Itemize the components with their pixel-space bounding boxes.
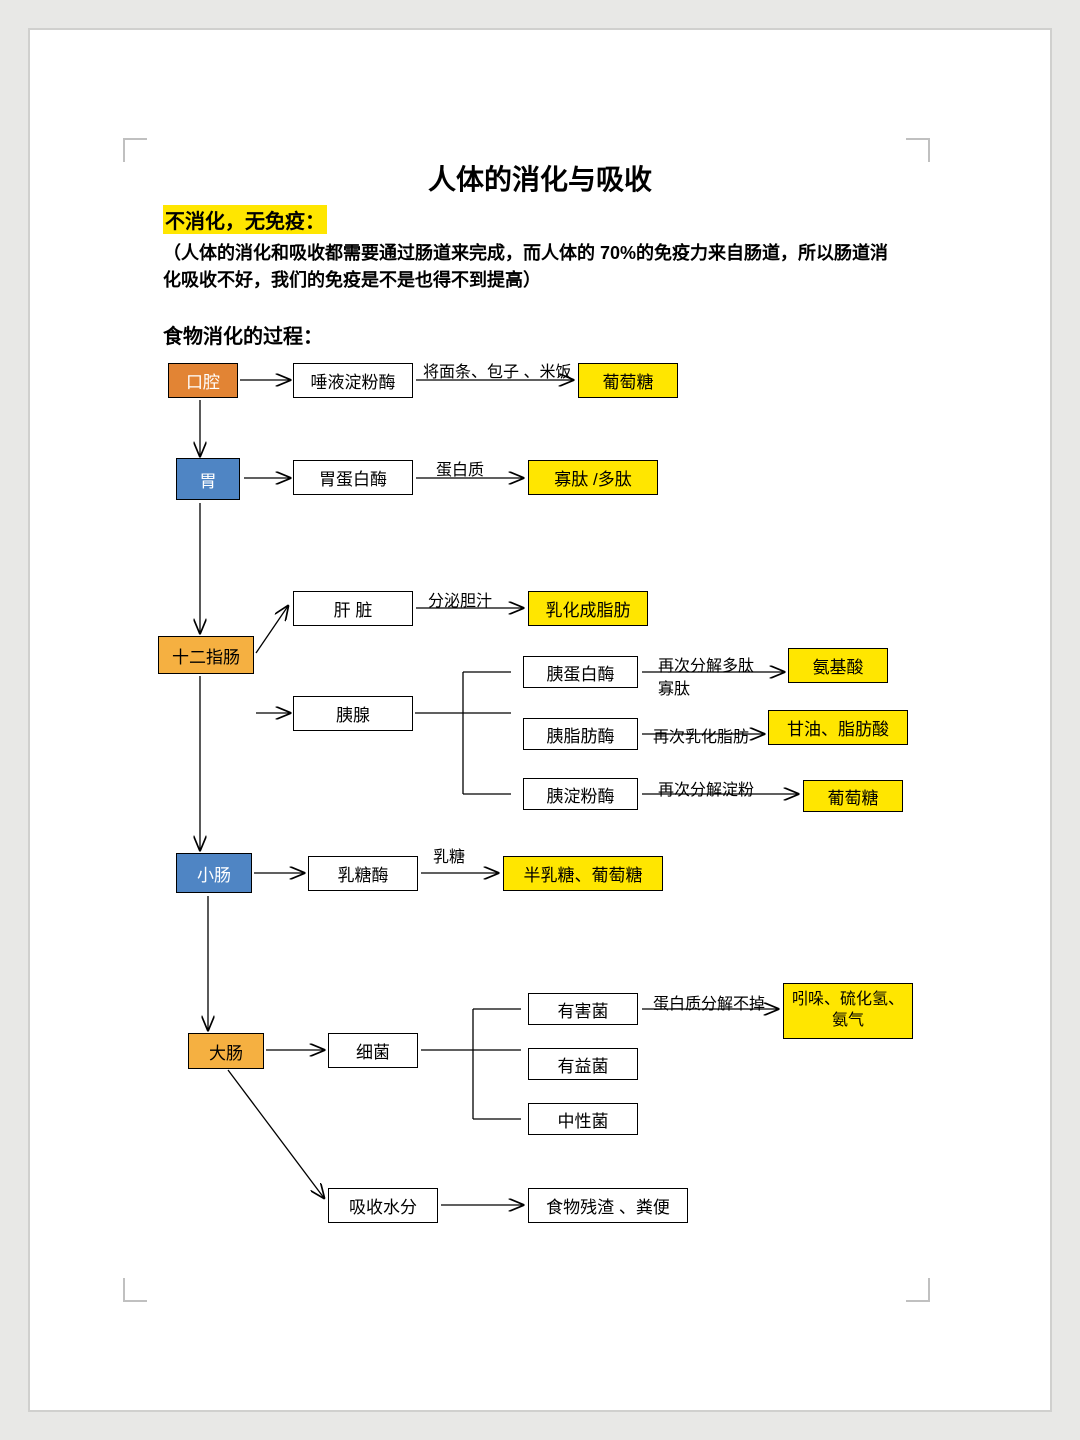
node-mouth: 口腔 xyxy=(168,363,238,398)
arrow-label: 分泌胆汁 xyxy=(428,587,492,611)
node-emulsify: 乳化成脂肪 xyxy=(528,591,648,626)
node-small: 小肠 xyxy=(176,853,252,893)
node-lipase: 胰脂肪酶 xyxy=(523,718,638,750)
node-liver: 肝 脏 xyxy=(293,591,413,626)
node-neutral: 中性菌 xyxy=(528,1103,638,1135)
node-beneficial: 有益菌 xyxy=(528,1048,638,1080)
node-glucose2: 葡萄糖 xyxy=(803,780,903,812)
node-residue: 食物残渣 、粪便 xyxy=(528,1188,688,1223)
page-title: 人体的消化与吸收 xyxy=(28,158,1052,198)
node-bacteria: 细菌 xyxy=(328,1033,418,1068)
arrow-label: 蛋白质 xyxy=(436,456,484,480)
node-trypsin: 胰蛋白酶 xyxy=(523,656,638,688)
arrow-label: 乳糖 xyxy=(433,843,465,867)
node-pepsin: 胃蛋白酶 xyxy=(293,460,413,495)
node-toxin: 吲哚、硫化氢、氨气 xyxy=(783,983,913,1039)
node-peptide: 寡肽 /多肽 xyxy=(528,460,658,495)
arrow-label: 再次乳化脂肪 xyxy=(653,723,749,747)
node-amylase: 胰淀粉酶 xyxy=(523,778,638,810)
node-harmful: 有害菌 xyxy=(528,993,638,1025)
arrow-label: 再次分解多肽 xyxy=(658,652,754,676)
intro-paragraph: （人体的消化和吸收都需要通过肠道来完成，而人体的 70%的免疫力来自肠道，所以肠… xyxy=(163,240,903,294)
node-water: 吸收水分 xyxy=(328,1188,438,1223)
node-glycerol: 甘油、脂肪酸 xyxy=(768,710,908,745)
node-lactase: 乳糖酶 xyxy=(308,856,418,891)
node-saliva: 唾液淀粉酶 xyxy=(293,363,413,398)
arrow-label: 寡肽 xyxy=(658,675,690,699)
arrow-label: 蛋白质分解不掉 xyxy=(653,990,765,1014)
node-glucose1: 葡萄糖 xyxy=(578,363,678,398)
node-large: 大肠 xyxy=(188,1033,264,1069)
node-stomach: 胃 xyxy=(176,458,240,500)
subtitle: 不消化，无免疫： xyxy=(163,205,327,234)
node-aa: 氨基酸 xyxy=(788,648,888,683)
node-duodenum: 十二指肠 xyxy=(158,636,254,674)
section-heading: 食物消化的过程： xyxy=(163,320,323,349)
node-galactose: 半乳糖、葡萄糖 xyxy=(503,856,663,891)
arrow-label: 将面条、包子 、米饭 xyxy=(423,358,571,382)
node-pancreas: 胰腺 xyxy=(293,696,413,731)
arrow-label: 再次分解淀粉 xyxy=(658,776,754,800)
